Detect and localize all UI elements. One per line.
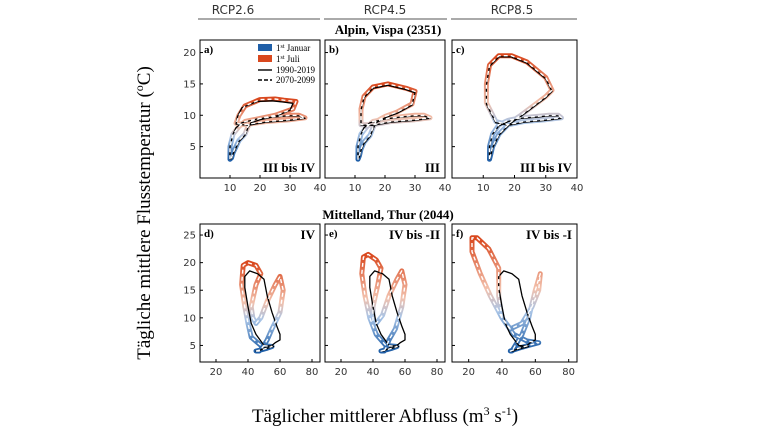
x-tick-label: 10 (224, 183, 237, 194)
legend: 1st Januar 1st Juli 1990-2019 2070-2099 (258, 43, 315, 85)
series-2070-2099 (240, 261, 284, 352)
column-header-1: RCP2.6 (212, 3, 254, 17)
panel-annotation: IV bis -II (389, 227, 440, 242)
x-tick-label: 20 (508, 183, 521, 194)
panel-annotation: III bis IV (263, 160, 316, 175)
legend-swatch-januar (258, 44, 272, 51)
panel-c: 10 20 30 40 c) III bis IV (451, 39, 584, 194)
panel-f: 20 40 60 80 f) IV bis -I (451, 223, 578, 378)
series-1990-2019 (229, 100, 306, 160)
panel-annotation: IV bis -I (526, 227, 572, 242)
y-tick-label: 15 (183, 286, 196, 297)
x-tick-label: 40 (314, 183, 327, 194)
series-2070-2099 (357, 83, 431, 160)
panel-label: a) (204, 44, 214, 56)
x-tick-label: 30 (539, 183, 552, 194)
panel-a: 5 10 15 20 10 20 30 40 a) III bis IV (183, 39, 327, 194)
x-tick-label: 40 (439, 183, 452, 194)
series-season-band (359, 251, 408, 354)
series-season-band (469, 235, 543, 354)
column-header-3: RCP8.5 (491, 3, 533, 17)
y-tick-label: 10 (183, 111, 196, 122)
panel-d: 5 10 15 20 25 20 40 60 80 d) IV (183, 223, 321, 378)
x-tick-label: 40 (367, 367, 380, 378)
y-tick-label: 25 (183, 231, 196, 242)
x-tick-label: 60 (274, 367, 287, 378)
panel-label: f) (456, 228, 464, 240)
panel-annotation: III bis IV (520, 160, 573, 175)
x-tick-label: 80 (562, 367, 575, 378)
legend-label-juli: 1st Juli (276, 54, 300, 64)
series-1990-2019 (485, 56, 563, 160)
y-tick-label: 20 (183, 258, 196, 269)
x-tick-label: 60 (529, 367, 542, 378)
panel-annotation: III (425, 160, 440, 175)
y-axis-label: Tägliche mittlere Flusstemperatur (oC) (132, 66, 155, 360)
y-tick-label: 5 (190, 142, 196, 153)
panel-label: c) (456, 44, 465, 56)
x-tick-label: 10 (349, 183, 362, 194)
panel-label: d) (204, 228, 214, 240)
series-2070-2099 (471, 237, 541, 352)
x-tick-label: 20 (379, 183, 392, 194)
x-tick-label: 30 (284, 183, 297, 194)
y-tick-label: 20 (183, 48, 196, 59)
x-axis-label: Täglicher mittlerer Abfluss (m3 s-1) (252, 404, 518, 427)
column-header-2: RCP4.5 (364, 3, 406, 17)
x-tick-label: 40 (242, 367, 255, 378)
x-tick-label: 20 (254, 183, 267, 194)
panels: 5 10 15 20 10 20 30 40 a) III bis IV 10 20 30 40 b) III… (183, 39, 584, 378)
legend-label-historic: 1990-2019 (276, 65, 315, 75)
x-tick-label: 20 (462, 367, 475, 378)
series-2070-2099 (229, 98, 306, 160)
x-tick-label: 80 (431, 367, 444, 378)
row-title-alpin: Alpin, Vispa (2351) (335, 22, 442, 37)
x-tick-label: 60 (399, 367, 412, 378)
series-season-band (483, 53, 564, 162)
legend-swatch-juli (258, 55, 272, 62)
x-tick-label: 40 (496, 367, 509, 378)
panel-frame (451, 39, 578, 179)
panel-label: e) (329, 228, 338, 240)
series-2070-2099 (485, 55, 563, 160)
column-headers: RCP2.6 RCP4.5 RCP8.5 (198, 3, 577, 20)
x-tick-label: 80 (306, 367, 319, 378)
x-tick-label: 20 (335, 367, 348, 378)
x-tick-label: 40 (571, 183, 584, 194)
row-title-mittelland: Mittelland, Thur (2044) (322, 207, 453, 222)
panel-frame (324, 39, 446, 179)
panel-frame (199, 223, 321, 363)
panel-b: 10 20 30 40 b) III (324, 39, 452, 194)
panel-e: 20 40 60 80 e) IV bis -II (324, 223, 446, 378)
x-tick-label: 10 (477, 183, 490, 194)
panel-label: b) (329, 44, 339, 56)
y-tick-label: 5 (190, 341, 196, 352)
series-1990-2019 (498, 270, 536, 352)
panel-frame (324, 223, 446, 363)
legend-label-januar: 1st Januar (276, 43, 310, 53)
panel-annotation: IV (301, 227, 316, 242)
y-tick-label: 15 (183, 79, 196, 90)
y-tick-label: 10 (183, 313, 196, 324)
legend-label-future: 2070-2099 (276, 75, 315, 85)
panel-frame (451, 223, 578, 363)
x-tick-label: 20 (210, 367, 223, 378)
series-2070-2099 (361, 253, 406, 352)
x-tick-label: 30 (409, 183, 422, 194)
